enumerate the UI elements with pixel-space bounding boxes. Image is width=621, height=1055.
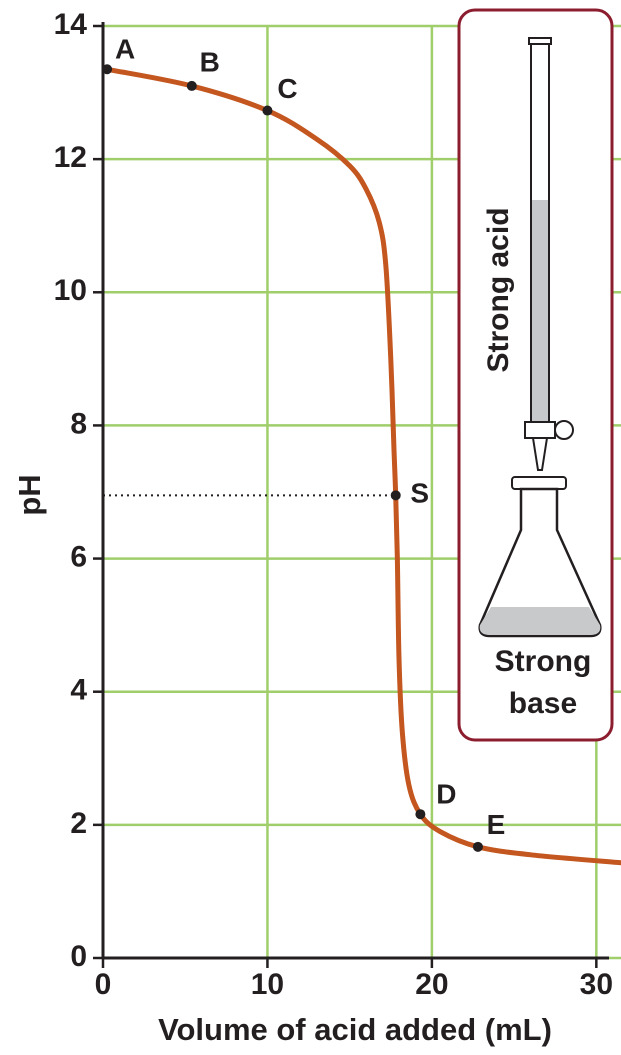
point-label: E bbox=[487, 809, 506, 840]
point-label: S bbox=[410, 478, 429, 509]
y-tick-label: 2 bbox=[70, 807, 87, 840]
stopcock bbox=[525, 422, 555, 438]
y-tick-label: 4 bbox=[70, 674, 87, 707]
inset: Strong acid Strong base bbox=[459, 10, 612, 740]
point-label: B bbox=[200, 46, 220, 77]
point-label: D bbox=[436, 779, 456, 810]
x-axis-title: Volume of acid added (mL) bbox=[158, 1012, 552, 1047]
chart: Strong acid Strong base 0 2 4 6 8 10 12 14 0 10 20… bbox=[0, 0, 621, 1055]
point-marker bbox=[391, 490, 401, 500]
x-tick-label: 0 bbox=[95, 968, 112, 1001]
stopcock-knob bbox=[555, 421, 573, 439]
y-tick-label: 12 bbox=[54, 141, 87, 174]
point-marker bbox=[473, 842, 483, 852]
y-axis-title: pH bbox=[12, 474, 47, 515]
point-marker bbox=[415, 809, 425, 819]
point-label: C bbox=[277, 73, 297, 104]
y-tick-label: 6 bbox=[70, 540, 87, 573]
y-tick-label: 14 bbox=[54, 8, 88, 41]
point-marker bbox=[102, 64, 112, 74]
point-marker bbox=[262, 106, 272, 116]
point-label: A bbox=[115, 34, 135, 65]
x-tick-label: 10 bbox=[251, 968, 284, 1001]
burette-liquid bbox=[532, 200, 548, 421]
point-marker bbox=[187, 81, 197, 91]
y-tick-label: 10 bbox=[54, 274, 87, 307]
x-tick-label: 30 bbox=[580, 968, 613, 1001]
flask-liquid bbox=[480, 607, 601, 635]
flask-label: base bbox=[509, 687, 577, 720]
y-tick-label: 0 bbox=[70, 940, 87, 973]
y-tick-label: 8 bbox=[70, 407, 87, 440]
flask-rim bbox=[512, 477, 566, 489]
flask-label: Strong bbox=[495, 645, 592, 678]
x-tick-label: 20 bbox=[415, 968, 448, 1001]
burette-label: Strong acid bbox=[482, 207, 515, 372]
